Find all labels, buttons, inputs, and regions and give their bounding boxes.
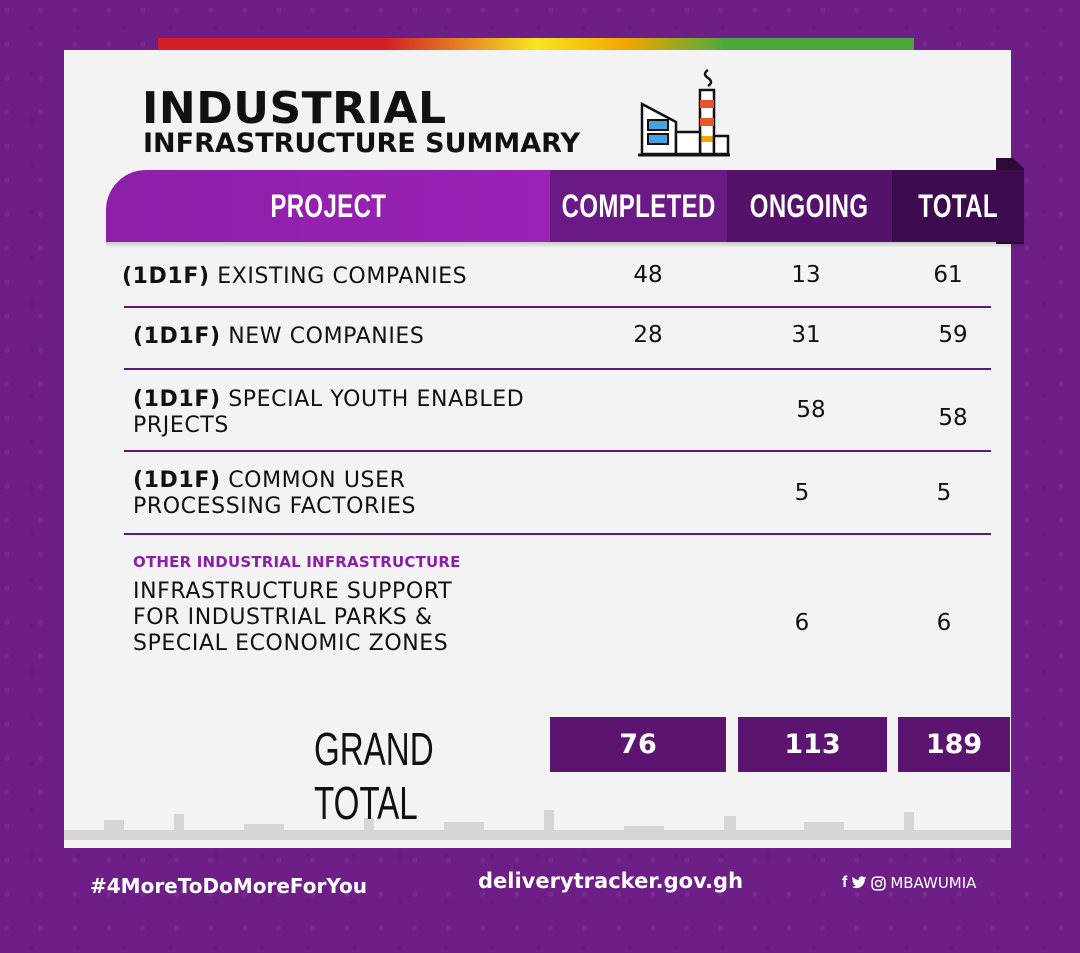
row-name-line-1: SPECIAL YOUTH ENABLED xyxy=(228,387,525,412)
title-line-1: INDUSTRIAL xyxy=(142,83,447,134)
title-line-2: INFRASTRUCTURE SUMMARY xyxy=(143,128,581,159)
column-header-total-label: TOTAL xyxy=(918,187,998,224)
cell-ongoing: 13 xyxy=(791,262,821,288)
table-row-label: (1D1F) EXISTING COMPANIES xyxy=(122,264,467,290)
social-handle[interactable]: MBAWUMIA xyxy=(890,874,977,892)
row-prefix: (1D1F) xyxy=(133,387,221,412)
cell-ongoing: 31 xyxy=(791,322,821,348)
row-name: NEW COMPANIES xyxy=(228,324,425,349)
table-row-label: (1D1F) NEW COMPANIES xyxy=(133,324,425,350)
cell-ongoing: 6 xyxy=(794,610,810,636)
factory-icon xyxy=(638,68,730,157)
grand-total-total: 189 xyxy=(898,717,1010,772)
facebook-icon[interactable]: f xyxy=(842,874,848,891)
cell-ongoing: 58 xyxy=(796,397,826,423)
grand-total-label: GRAND TOTAL xyxy=(314,723,434,829)
row-prefix: (1D1F) xyxy=(122,264,210,289)
row-name-line-3: SPECIAL ECONOMIC ZONES xyxy=(133,631,449,656)
cell-total: 61 xyxy=(933,262,963,288)
cell-completed: 48 xyxy=(633,262,663,288)
row-name-line-1: INFRASTRUCTURE SUPPORT xyxy=(133,579,453,604)
row-prefix: (1D1F) xyxy=(133,468,221,493)
cell-ongoing: 5 xyxy=(794,480,810,506)
grand-total-completed: 76 xyxy=(550,717,726,772)
row-name-line-2: PRJECTS xyxy=(133,413,229,438)
website-link[interactable]: deliverytracker.gov.gh xyxy=(478,869,744,893)
social-handle-group: f MBAWUMIA xyxy=(842,874,976,892)
row-prefix: (1D1F) xyxy=(133,324,221,349)
row-name: EXISTING COMPANIES xyxy=(217,264,468,289)
row-name-line-1: COMMON USER xyxy=(228,468,406,493)
column-header-ongoing: ONGOING xyxy=(727,170,892,242)
cell-completed: 28 xyxy=(633,322,663,348)
row-divider xyxy=(124,306,991,308)
header-shadow-line xyxy=(106,242,1024,248)
row-divider xyxy=(124,533,991,535)
hashtag: #4MoreToDoMoreForYou xyxy=(90,874,367,898)
column-header-project: PROJECT xyxy=(106,170,550,242)
column-header-total: TOTAL xyxy=(892,170,1024,242)
cell-total: 58 xyxy=(938,405,968,431)
row-name-line-2: PROCESSING FACTORIES xyxy=(133,494,417,519)
column-header-completed-label: COMPLETED xyxy=(561,187,716,224)
table-row-label: INFRASTRUCTURE SUPPORT FOR INDUSTRIAL PA… xyxy=(133,579,452,657)
city-skyline-decoration xyxy=(64,810,1011,840)
flag-color-strip xyxy=(158,38,914,52)
twitter-icon[interactable] xyxy=(851,876,867,890)
row-name-line-2: FOR INDUSTRIAL PARKS & xyxy=(133,605,433,630)
column-header-ongoing-label: ONGOING xyxy=(750,187,869,224)
row-divider xyxy=(124,450,991,452)
row-divider xyxy=(124,368,991,370)
table-row-label: (1D1F) SPECIAL YOUTH ENABLED PRJECTS xyxy=(133,387,524,439)
cell-total: 5 xyxy=(936,480,952,506)
instagram-icon[interactable] xyxy=(871,875,886,891)
cell-total: 59 xyxy=(938,322,968,348)
column-header-project-label: PROJECT xyxy=(270,187,386,224)
category-label: OTHER INDUSTRIAL INFRASTRUCTURE xyxy=(133,553,461,571)
table-row-label: (1D1F) COMMON USER PROCESSING FACTORIES xyxy=(133,468,416,520)
column-header-completed: COMPLETED xyxy=(550,170,727,242)
grand-total-ongoing: 113 xyxy=(738,717,887,772)
cell-total: 6 xyxy=(936,610,952,636)
